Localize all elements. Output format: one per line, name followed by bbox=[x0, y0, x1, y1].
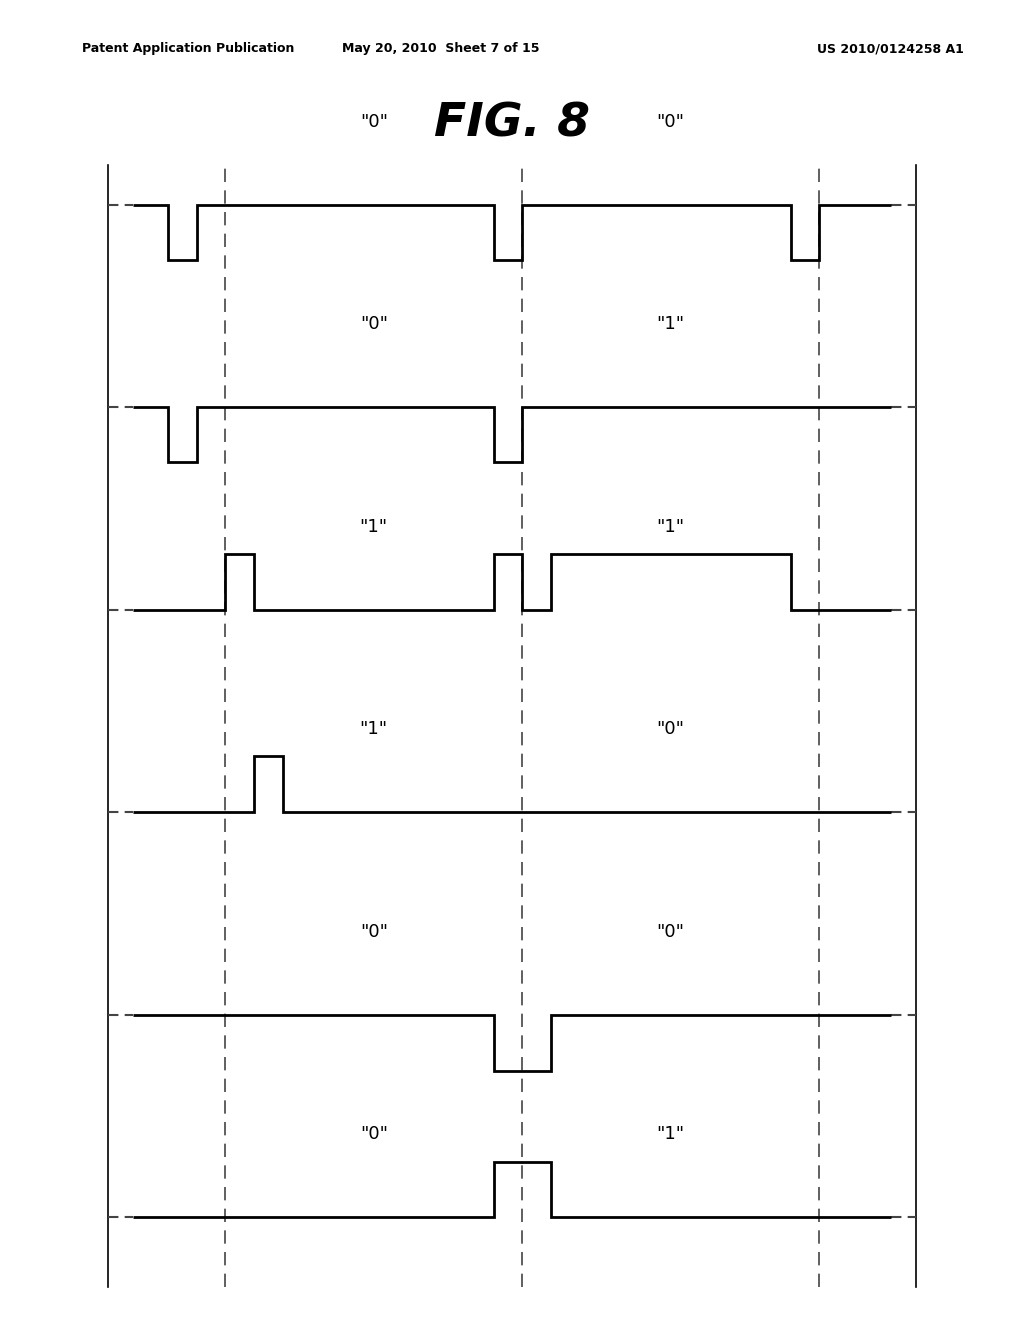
Text: "0": "0" bbox=[656, 719, 685, 738]
Text: "0": "0" bbox=[656, 923, 685, 941]
Text: "1": "1" bbox=[656, 517, 685, 536]
Text: "1": "1" bbox=[656, 314, 685, 333]
Text: "1": "1" bbox=[359, 517, 388, 536]
Text: May 20, 2010  Sheet 7 of 15: May 20, 2010 Sheet 7 of 15 bbox=[342, 42, 539, 55]
Text: "0": "0" bbox=[656, 112, 685, 131]
Text: Patent Application Publication: Patent Application Publication bbox=[82, 42, 294, 55]
Text: "0": "0" bbox=[359, 314, 388, 333]
Text: "0": "0" bbox=[359, 923, 388, 941]
Text: "0": "0" bbox=[359, 112, 388, 131]
Text: FIG. 8: FIG. 8 bbox=[434, 102, 590, 147]
Text: "0": "0" bbox=[359, 1125, 388, 1143]
Text: "1": "1" bbox=[359, 719, 388, 738]
Text: US 2010/0124258 A1: US 2010/0124258 A1 bbox=[817, 42, 965, 55]
Text: "1": "1" bbox=[656, 1125, 685, 1143]
